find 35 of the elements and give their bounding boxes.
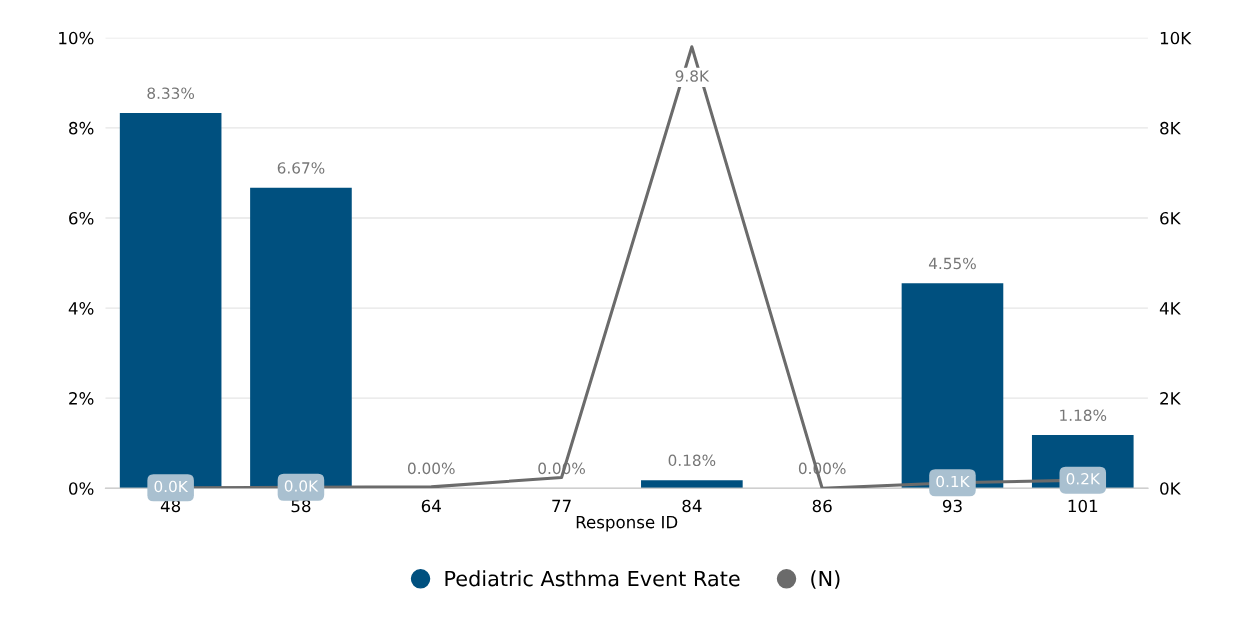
data-label: 0.0K — [154, 480, 189, 493]
y-tick-label: 0% — [69, 482, 94, 495]
x-tick-label: 58 — [291, 499, 311, 513]
x-tick-label: 86 — [812, 499, 832, 513]
data-label: 4.55% — [928, 257, 976, 270]
x-tick-label: 77 — [552, 499, 571, 513]
y-tick-label: 4% — [68, 302, 94, 315]
legend-label: Pediatric Asthma Event Rate — [445, 570, 740, 587]
y-tick-label: 6% — [69, 211, 94, 225]
x-tick-label: 101 — [1068, 499, 1098, 513]
data-label: 0.1K — [936, 475, 970, 488]
data-label: 0.2K — [1066, 473, 1101, 485]
legend-label: (N) — [811, 570, 840, 589]
y2-tick-label: 6K — [1160, 211, 1181, 225]
x-tick-label: 84 — [682, 499, 702, 513]
data-label: 6.67% — [277, 162, 325, 174]
y2-tick-label: 0K — [1160, 482, 1181, 495]
x-axis-title: Response ID — [576, 516, 678, 532]
x-tick-label: 93 — [942, 499, 962, 513]
y-tick-label: 10% — [59, 31, 94, 45]
data-label: 9.8K — [675, 70, 710, 82]
y-tick-label: 2% — [69, 392, 94, 405]
y2-tick-label: 8K — [1160, 121, 1181, 135]
y2-tick-label: 2K — [1160, 392, 1181, 405]
data-label: 1.18% — [1060, 409, 1107, 422]
y2-tick-label: 10K — [1160, 31, 1192, 45]
y2-tick-label: 4K — [1159, 302, 1181, 315]
y-tick-label: 8% — [69, 121, 94, 135]
data-label: 0.18% — [668, 454, 716, 467]
data-label: 0.0K — [284, 480, 319, 492]
data-label: 8.33% — [147, 87, 195, 99]
data-label: 0.00% — [407, 462, 455, 475]
bar — [641, 480, 743, 489]
x-tick-label: 64 — [421, 499, 441, 513]
bar — [901, 283, 1004, 489]
